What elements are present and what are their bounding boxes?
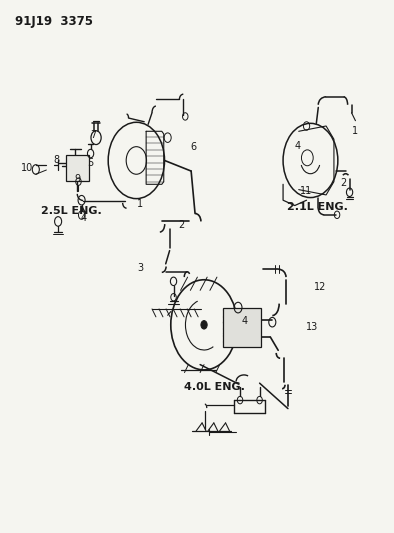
- Text: 13: 13: [306, 322, 318, 333]
- FancyBboxPatch shape: [223, 308, 260, 348]
- Text: 91J19  3375: 91J19 3375: [15, 14, 93, 28]
- Text: 4: 4: [242, 316, 248, 326]
- Text: 7: 7: [90, 130, 97, 140]
- Text: 3: 3: [137, 263, 143, 273]
- Text: 12: 12: [314, 281, 326, 292]
- Text: 4: 4: [80, 213, 87, 223]
- Text: 5: 5: [87, 158, 94, 168]
- Text: 6: 6: [190, 142, 196, 152]
- Circle shape: [201, 320, 207, 329]
- Text: 2.5L ENG.: 2.5L ENG.: [41, 206, 102, 216]
- Text: 1: 1: [352, 126, 359, 136]
- Text: 1: 1: [137, 199, 143, 209]
- Text: 4: 4: [295, 141, 301, 151]
- Text: 2: 2: [340, 177, 347, 188]
- Text: 2: 2: [178, 220, 184, 230]
- FancyBboxPatch shape: [66, 155, 89, 181]
- Text: 11: 11: [299, 185, 312, 196]
- Text: 2.1L ENG.: 2.1L ENG.: [287, 202, 348, 212]
- Text: 8: 8: [53, 156, 59, 165]
- Text: 10: 10: [21, 164, 33, 173]
- Text: 9: 9: [74, 174, 81, 184]
- Text: 4.0L ENG.: 4.0L ENG.: [184, 382, 245, 392]
